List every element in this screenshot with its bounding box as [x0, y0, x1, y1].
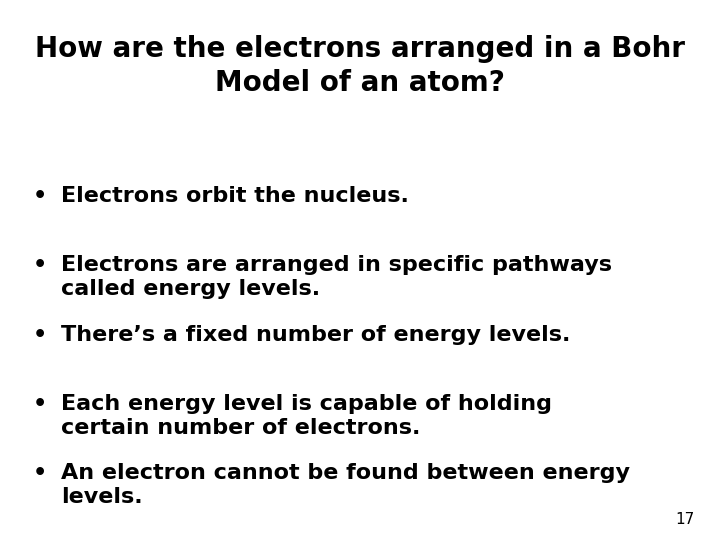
Text: Electrons orbit the nucleus.: Electrons orbit the nucleus.	[61, 186, 409, 206]
Text: •: •	[32, 394, 47, 414]
Text: Electrons are arranged in specific pathways
called energy levels.: Electrons are arranged in specific pathw…	[61, 255, 612, 299]
Text: •: •	[32, 325, 47, 345]
Text: Each energy level is capable of holding
certain number of electrons.: Each energy level is capable of holding …	[61, 394, 552, 437]
Text: There’s a fixed number of energy levels.: There’s a fixed number of energy levels.	[61, 325, 570, 345]
Text: •: •	[32, 463, 47, 483]
Text: •: •	[32, 186, 47, 206]
Text: •: •	[32, 255, 47, 275]
Text: 17: 17	[675, 511, 695, 526]
Text: An electron cannot be found between energy
levels.: An electron cannot be found between ener…	[61, 463, 630, 507]
Text: How are the electrons arranged in a Bohr
Model of an atom?: How are the electrons arranged in a Bohr…	[35, 35, 685, 97]
